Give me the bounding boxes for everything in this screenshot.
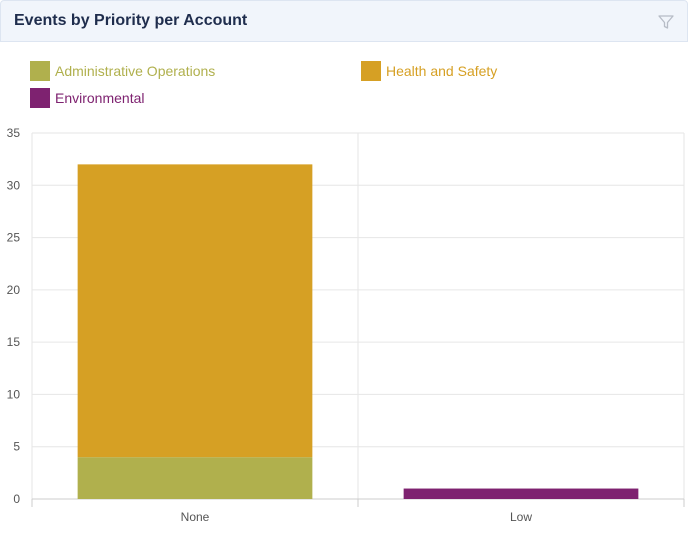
x-tick-label: None <box>181 510 210 524</box>
card-header: Events by Priority per Account <box>0 0 688 42</box>
legend-label-environmental: Environmental <box>55 90 145 106</box>
y-tick-label: 15 <box>7 335 21 349</box>
y-tick-label: 35 <box>7 126 21 140</box>
y-tick-label: 0 <box>13 492 20 506</box>
y-tick-label: 20 <box>7 283 21 297</box>
y-tick-label: 25 <box>7 231 21 245</box>
bar-none-health-and-safety <box>77 164 313 458</box>
x-tick-label: Low <box>510 510 532 524</box>
filter-icon[interactable] <box>657 13 675 31</box>
legend-label-administrative-operations: Administrative Operations <box>55 63 216 79</box>
y-tick-label: 10 <box>7 387 21 401</box>
legend-swatch-administrative-operations <box>30 61 50 81</box>
chart-title: Events by Priority per Account <box>14 12 248 29</box>
bar-low-environmental <box>403 488 639 499</box>
bar-none-administrative-operations <box>77 457 313 499</box>
y-tick-label: 5 <box>13 440 20 454</box>
legend-swatch-health-and-safety <box>361 61 381 81</box>
legend-label-health-and-safety: Health and Safety <box>386 63 498 79</box>
y-tick-label: 30 <box>7 178 21 192</box>
legend-swatch-environmental <box>30 88 50 108</box>
